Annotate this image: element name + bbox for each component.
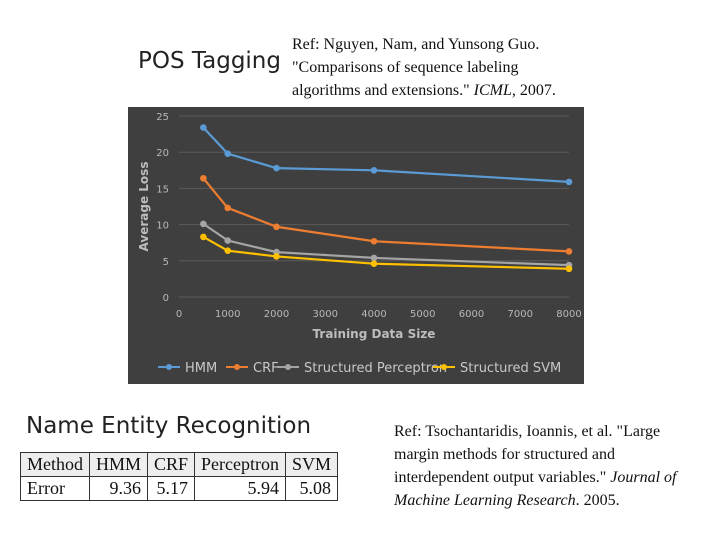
- x-tick-label: 6000: [459, 309, 484, 320]
- ner-results-table: Method HMM CRF Perceptron SVM Error 9.36…: [20, 452, 339, 501]
- data-point: [370, 167, 378, 174]
- y-axis-title: Average Loss: [137, 162, 151, 252]
- ner-title: Name Entity Recognition: [26, 413, 312, 439]
- legend-label: Structured Perceptron: [304, 361, 447, 376]
- data-point: [273, 164, 280, 172]
- row-cell-label: Error: [20, 476, 90, 501]
- data-point: [273, 223, 280, 231]
- x-tick-label: 3000: [313, 309, 338, 320]
- ner-ref-line2: margin methods for structured and: [394, 446, 615, 463]
- header-cell-svm: SVM: [285, 452, 339, 477]
- row-cell-hmm: 9.36: [88, 476, 149, 501]
- legend-label: CRF: [253, 361, 279, 376]
- ner-ref-body: interdependent output variables." Journa…: [394, 466, 709, 512]
- ner-ref-venue: Journal of Machine Learning Research: [394, 469, 677, 509]
- x-tick-label: 4000: [361, 309, 386, 320]
- data-point: [370, 237, 378, 245]
- legend-label: Structured SVM: [460, 361, 561, 376]
- x-tick-label: 1000: [215, 309, 240, 320]
- ner-reference: Ref: Tsochantaridis, Ioannis, et al. "La…: [394, 420, 709, 512]
- x-tick-label: 0: [176, 309, 182, 320]
- y-tick-label: 15: [156, 184, 169, 195]
- header-cell-perceptron: Perceptron: [194, 452, 287, 477]
- pos-ref-line1: Ref: Nguyen, Nam, and Yunsong Guo.: [292, 36, 540, 53]
- legend-swatch-marker: [234, 364, 240, 370]
- data-point: [224, 247, 232, 254]
- legend-label: HMM: [185, 361, 217, 376]
- data-point: [224, 204, 232, 212]
- x-axis-title: Training Data Size: [313, 327, 436, 341]
- data-point: [273, 253, 280, 260]
- data-point: [565, 248, 573, 255]
- y-tick-label: 25: [156, 112, 169, 123]
- ner-ref-line3: interdependent output variables.": [394, 469, 611, 486]
- pos-ref-line2: "Comparisons of sequence labeling: [292, 59, 519, 76]
- data-point: [370, 254, 378, 262]
- chart-background: [128, 107, 584, 384]
- legend-swatch-marker: [285, 364, 291, 370]
- x-tick-label: 7000: [508, 309, 533, 320]
- table-header-row: Method HMM CRF Perceptron SVM: [20, 452, 339, 477]
- table-row: Error 9.36 5.17 5.94 5.08: [20, 476, 339, 501]
- data-point: [565, 178, 573, 186]
- pos-reference: Ref: Nguyen, Nam, and Yunsong Guo. "Comp…: [292, 33, 712, 102]
- header-cell-crf: CRF: [147, 452, 196, 477]
- x-tick-label: 2000: [264, 309, 289, 320]
- y-tick-label: 10: [156, 221, 169, 232]
- pos-loss-chart: 0 5 10 15 20 25 0 1000 2000 3000 4000 5000 6000 7000 8…: [128, 107, 584, 384]
- data-point: [224, 150, 232, 157]
- pos-ref-line3-a: algorithms and extensions.": [292, 82, 474, 99]
- row-cell-crf: 5.17: [147, 476, 196, 501]
- x-tick-label: 8000: [556, 309, 581, 320]
- ner-ref-line1: Ref: Tsochantaridis, Ioannis, et al. "La…: [394, 423, 661, 440]
- header-cell-hmm: HMM: [88, 452, 149, 477]
- legend-swatch-marker: [441, 364, 447, 370]
- data-point: [224, 237, 232, 244]
- data-point: [565, 265, 573, 273]
- y-tick-label: 20: [156, 148, 169, 159]
- x-tick-label: 5000: [410, 309, 435, 320]
- row-cell-svm: 5.08: [285, 476, 339, 501]
- legend-swatch-marker: [166, 364, 172, 370]
- pos-ref-line3: algorithms and extensions." ICML, 2007.: [292, 79, 712, 102]
- y-tick-label: 0: [163, 293, 169, 304]
- data-point: [200, 220, 207, 228]
- data-point: [200, 124, 207, 131]
- data-point: [200, 233, 207, 241]
- pos-ref-line3-b: , 2007.: [511, 82, 556, 99]
- pos-ref-venue: ICML: [473, 82, 512, 99]
- data-point: [370, 260, 378, 267]
- ner-ref-tail: . 2005.: [575, 492, 620, 509]
- row-cell-perceptron: 5.94: [194, 476, 287, 501]
- pos-tagging-title: POS Tagging: [138, 48, 281, 74]
- y-tick-label: 5: [163, 257, 169, 268]
- header-cell-method: Method: [20, 452, 90, 477]
- data-point: [200, 174, 207, 182]
